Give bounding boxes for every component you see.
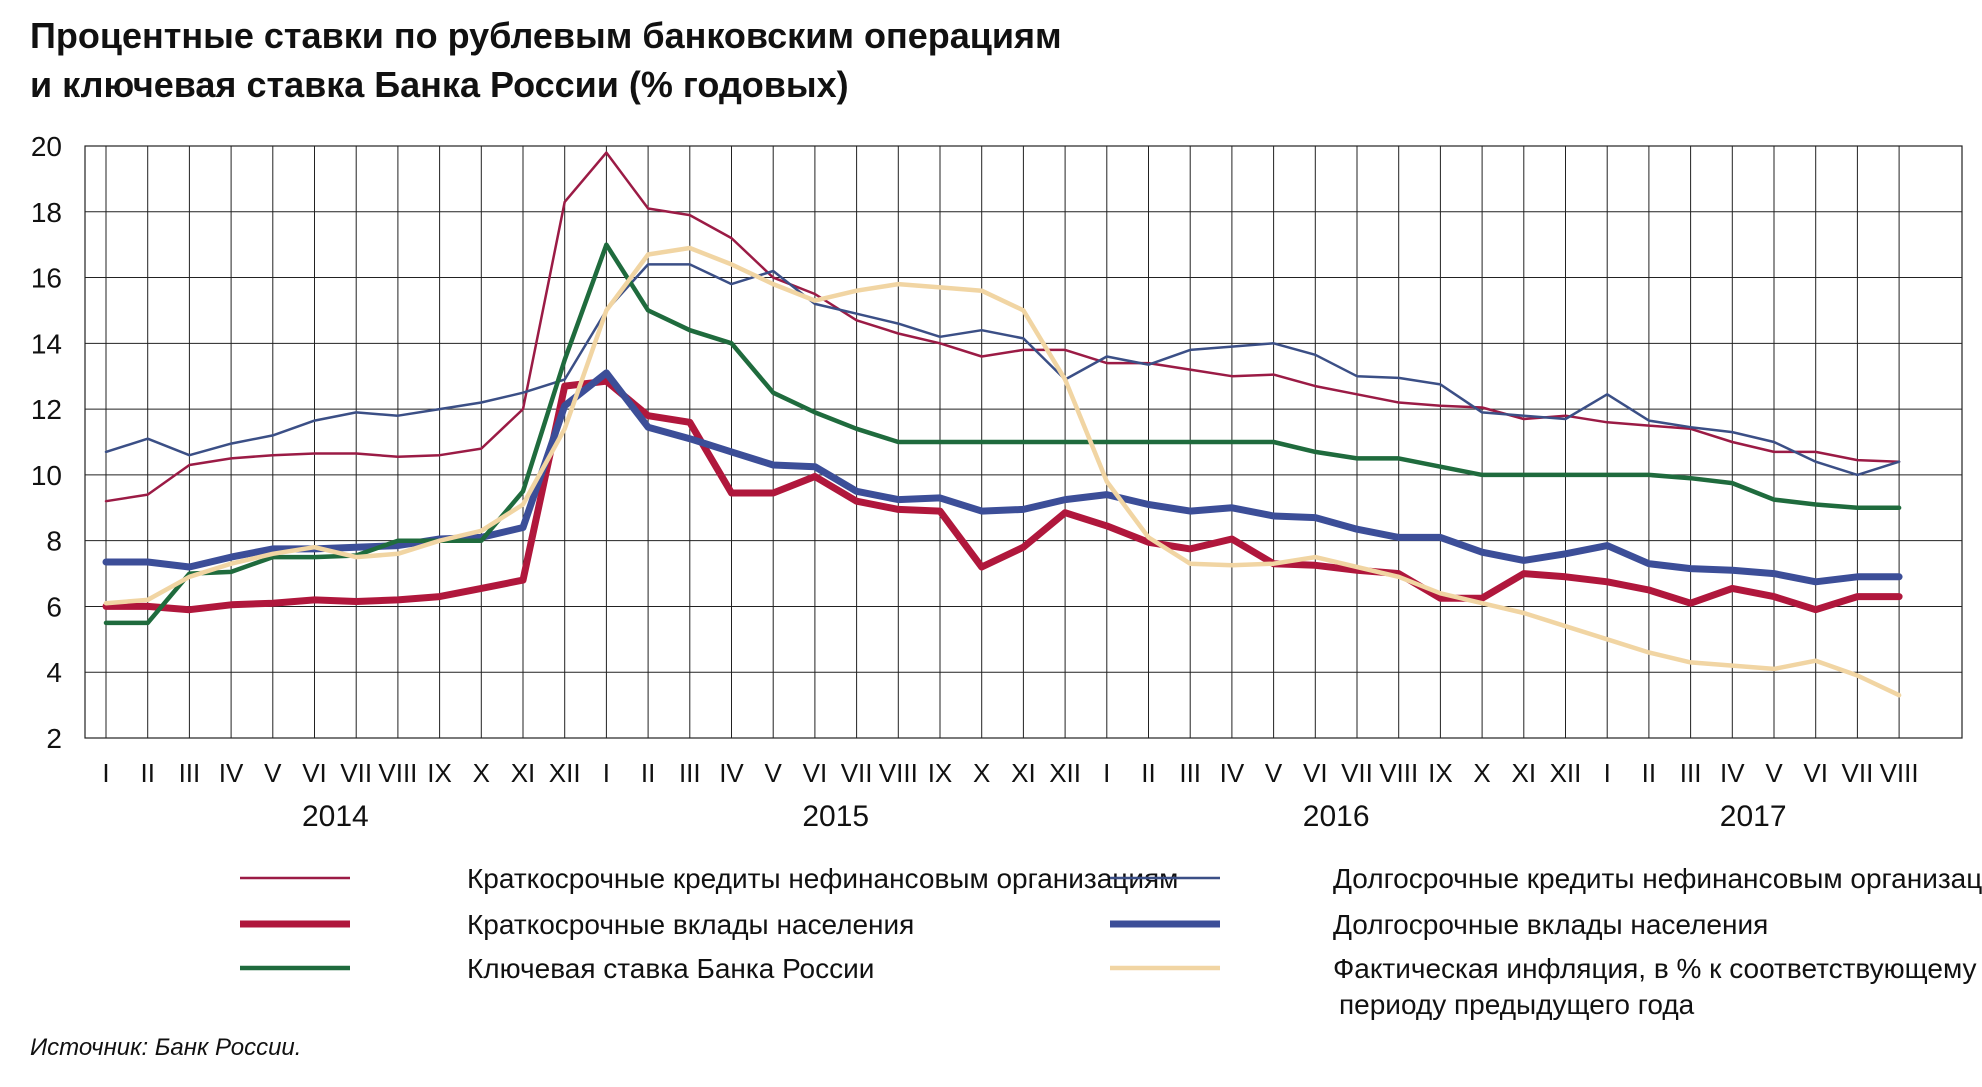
legend-label: Долгосрочные кредиты нефинансовым органи… <box>1333 863 1982 894</box>
x-tick-label: IX <box>1428 758 1453 788</box>
series-line-6 <box>103 245 1902 698</box>
x-tick-label: V <box>264 758 282 788</box>
x-tick-label: IV <box>1220 758 1245 788</box>
legend-label: Ключевая ставка Банка России <box>467 953 874 984</box>
x-tick-label: I <box>1604 758 1611 788</box>
x-tick-label: V <box>1765 758 1783 788</box>
legend-label-line: периоду предыдущего года <box>1339 989 1695 1020</box>
x-tick-label: IX <box>928 758 953 788</box>
x-tick-label: VII <box>1842 758 1874 788</box>
x-axis-year-labels: 2014 2015 2016 2017 <box>302 800 1787 833</box>
x-tick-label: II <box>641 758 655 788</box>
source-note: Источник: Банк России. <box>30 1034 301 1061</box>
series-line-2 <box>104 263 1901 477</box>
x-tick-label: III <box>679 758 701 788</box>
x-tick-label: I <box>603 758 610 788</box>
x-tick-label: III <box>179 758 201 788</box>
legend: Краткосрочные кредиты нефинансовым орган… <box>240 863 1982 1020</box>
x-tick-label: XI <box>511 758 536 788</box>
x-tick-label: IX <box>427 758 452 788</box>
y-tick-label: 14 <box>31 328 62 359</box>
y-tick-label: 6 <box>46 591 62 622</box>
x-tick-label: X <box>973 758 990 788</box>
x-tick-label: VIII <box>378 758 417 788</box>
x-tick-label: IV <box>219 758 244 788</box>
y-tick-label: 8 <box>46 526 62 557</box>
y-tick-label: 10 <box>31 460 62 491</box>
x-axis-month-labels: I II III IV V VI VII VIII IX X XI XII I II III IV V VI VII… <box>102 758 1918 788</box>
year-label: 2016 <box>1303 800 1370 833</box>
x-tick-label: II <box>1642 758 1656 788</box>
x-tick-label: II <box>1141 758 1155 788</box>
x-tick-label: V <box>1265 758 1283 788</box>
plot-series <box>102 151 1903 698</box>
x-tick-label: X <box>473 758 490 788</box>
y-tick-label: 20 <box>31 131 62 162</box>
x-tick-label: I <box>102 758 109 788</box>
x-tick-label: XII <box>1550 758 1582 788</box>
x-tick-label: VI <box>1803 758 1828 788</box>
y-axis-tick-labels: 2 4 6 8 10 12 14 16 18 20 <box>31 131 62 754</box>
x-tick-label: III <box>1179 758 1201 788</box>
x-tick-label: III <box>1680 758 1702 788</box>
x-tick-label: XII <box>549 758 581 788</box>
x-tick-label: I <box>1103 758 1110 788</box>
legend-label: Краткосрочные вклады населения <box>467 909 914 940</box>
series-line-1 <box>104 151 1901 503</box>
x-tick-label: IV <box>1720 758 1745 788</box>
chart-title-line-2: и ключевая ставка Банка России (% годовы… <box>30 64 849 105</box>
y-tick-label: 2 <box>46 723 62 754</box>
chart-title-line-1: Процентные ставки по рублевым банковским… <box>30 15 1062 56</box>
series-line-4 <box>102 369 1903 586</box>
year-label: 2017 <box>1720 800 1787 833</box>
x-tick-label: VII <box>1341 758 1373 788</box>
legend-label: Краткосрочные кредиты нефинансовым орган… <box>467 863 1178 894</box>
series-line-3 <box>102 377 1903 614</box>
x-tick-label: VIII <box>1880 758 1919 788</box>
x-tick-label: VI <box>302 758 327 788</box>
x-tick-label: XII <box>1049 758 1081 788</box>
x-tick-label: VIII <box>1379 758 1418 788</box>
x-tick-label: VII <box>841 758 873 788</box>
x-tick-label: VIII <box>879 758 918 788</box>
y-tick-label: 16 <box>31 263 62 294</box>
chart-title: Процентные ставки по рублевым банковским… <box>30 15 1062 105</box>
year-label: 2014 <box>302 800 369 833</box>
y-tick-label: 4 <box>46 657 62 688</box>
x-tick-label: IV <box>719 758 744 788</box>
x-tick-label: VI <box>1303 758 1328 788</box>
x-tick-label: XI <box>1512 758 1537 788</box>
y-tick-label: 18 <box>31 197 62 228</box>
legend-label: Долгосрочные вклады населения <box>1333 909 1768 940</box>
x-tick-label: II <box>140 758 154 788</box>
x-tick-label: V <box>765 758 783 788</box>
x-tick-label: X <box>1473 758 1490 788</box>
legend-label-line: Фактическая инфляция, в % к соответствую… <box>1333 953 1977 984</box>
year-label: 2015 <box>802 800 869 833</box>
x-tick-label: XI <box>1011 758 1036 788</box>
x-tick-label: VI <box>803 758 828 788</box>
y-tick-label: 12 <box>31 394 62 425</box>
x-tick-label: VII <box>340 758 372 788</box>
series-line-5 <box>103 242 1902 626</box>
